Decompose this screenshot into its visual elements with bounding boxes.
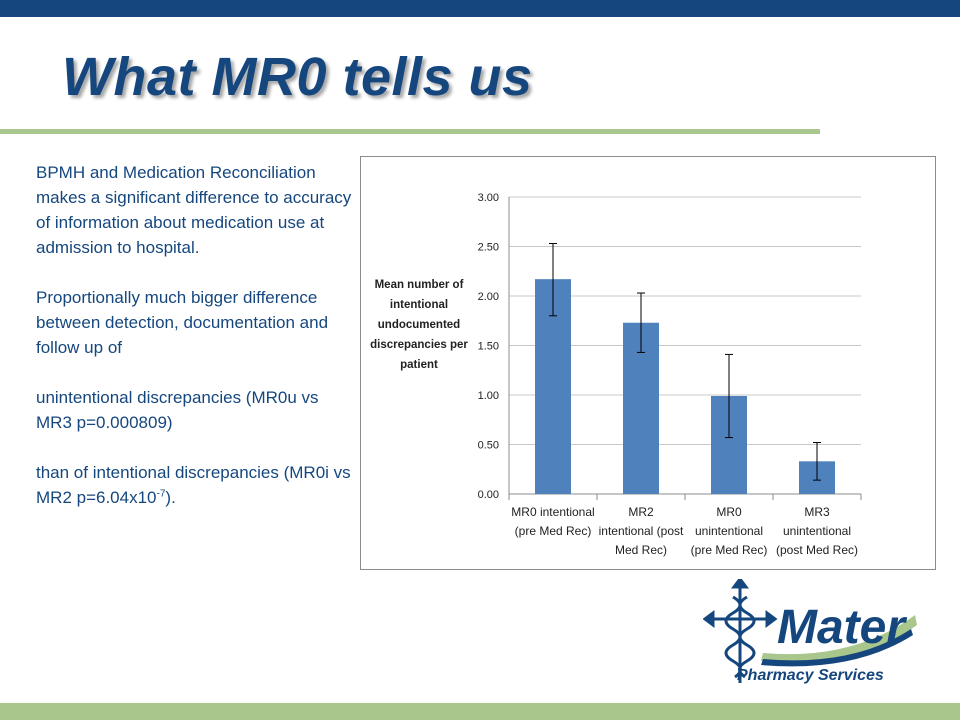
y-tick-label: 0.50 (478, 440, 499, 452)
top-banner (0, 0, 960, 17)
x-category-label: Med Rec) (615, 543, 667, 557)
bar-chart: 0.00 0.50 1.00 1.50 2.00 2.50 3.00 MR0 intentio… (360, 156, 936, 570)
x-category-label: MR2 (628, 505, 654, 519)
x-category-label: unintentional (695, 524, 763, 538)
mater-logo-graphic: Mater Pharmacy Services (702, 576, 917, 684)
y-tick-label: 2.50 (478, 242, 499, 254)
paragraph-proportionally: Proportionally much bigger difference be… (36, 288, 329, 357)
paragraph-bpmh: BPMH and Medication Reconciliation makes… (36, 163, 352, 257)
cross-caduceus-icon (702, 576, 778, 683)
paragraph-unintentional: unintentional discrepancies (MR0u vs MR3… (36, 388, 319, 432)
logo-subtitle: Pharmacy Services (737, 667, 884, 684)
paragraph-intentional-text: than of intentional discrepancies (MR0i … (36, 463, 351, 507)
y-axis-title-line: undocumented (378, 319, 460, 331)
exponent: -7 (156, 488, 166, 500)
x-category-label: (post Med Rec) (776, 543, 858, 557)
y-axis-title-line: patient (400, 359, 438, 371)
paragraph-intentional: than of intentional discrepancies (MR0i … (36, 460, 354, 510)
body-text: BPMH and Medication Reconciliation makes… (36, 160, 354, 535)
x-category-label: unintentional (783, 524, 851, 538)
slide-title: What MR0 tells us (62, 47, 533, 107)
swoosh-underline (761, 629, 913, 667)
y-axis-title-line: intentional (390, 299, 448, 311)
y-axis-title-line: discrepancies per (370, 339, 468, 351)
y-tick-label: 3.00 (478, 192, 499, 204)
logo-name: Mater (777, 601, 907, 654)
x-category-label: (pre Med Rec) (691, 543, 768, 557)
y-tick-label: 0.00 (478, 489, 499, 501)
paragraph-intentional-end: ). (165, 488, 176, 507)
x-category-label: (pre Med Rec) (515, 524, 592, 538)
mater-logo: Mater Pharmacy Services (702, 576, 923, 689)
x-category-label: intentional (post (599, 524, 684, 538)
x-category-label: MR0 (716, 505, 742, 519)
y-tick-label: 1.50 (478, 341, 499, 353)
y-tick-label: 1.00 (478, 390, 499, 402)
x-category-label: MR3 (804, 505, 830, 519)
chart-canvas: 0.00 0.50 1.00 1.50 2.00 2.50 3.00 MR0 intentio… (370, 192, 862, 557)
y-tick-label: 2.00 (478, 291, 499, 303)
title-divider (0, 129, 820, 134)
y-axis-title-line: Mean number of (375, 279, 464, 291)
swoosh-graphic (761, 615, 917, 663)
x-category-label: MR0 intentional (511, 505, 594, 519)
bottom-banner (0, 703, 960, 720)
